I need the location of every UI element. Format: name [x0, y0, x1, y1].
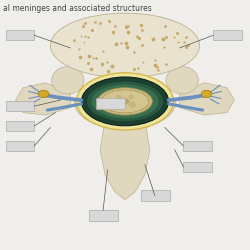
Ellipse shape: [123, 97, 127, 104]
Ellipse shape: [52, 66, 84, 94]
FancyBboxPatch shape: [89, 210, 118, 221]
FancyBboxPatch shape: [6, 141, 34, 151]
FancyBboxPatch shape: [213, 30, 242, 40]
Ellipse shape: [82, 77, 168, 126]
FancyBboxPatch shape: [141, 190, 170, 201]
Ellipse shape: [102, 90, 148, 113]
Polygon shape: [180, 83, 234, 115]
Ellipse shape: [116, 94, 121, 100]
Ellipse shape: [201, 90, 212, 98]
Polygon shape: [100, 120, 150, 200]
Ellipse shape: [76, 73, 174, 130]
Ellipse shape: [98, 88, 152, 115]
Ellipse shape: [86, 81, 164, 122]
FancyBboxPatch shape: [184, 162, 212, 172]
Ellipse shape: [120, 98, 130, 104]
FancyBboxPatch shape: [6, 101, 34, 111]
Text: al meninges and associated structures: al meninges and associated structures: [3, 4, 152, 14]
Polygon shape: [16, 83, 70, 115]
FancyBboxPatch shape: [6, 121, 34, 131]
FancyBboxPatch shape: [96, 98, 125, 109]
Ellipse shape: [128, 94, 134, 100]
FancyBboxPatch shape: [6, 30, 34, 40]
Ellipse shape: [114, 102, 121, 107]
Ellipse shape: [92, 84, 158, 118]
FancyBboxPatch shape: [184, 141, 212, 151]
Ellipse shape: [38, 90, 49, 98]
Ellipse shape: [50, 13, 200, 78]
Polygon shape: [74, 102, 176, 130]
Ellipse shape: [166, 66, 198, 94]
Ellipse shape: [129, 102, 136, 107]
